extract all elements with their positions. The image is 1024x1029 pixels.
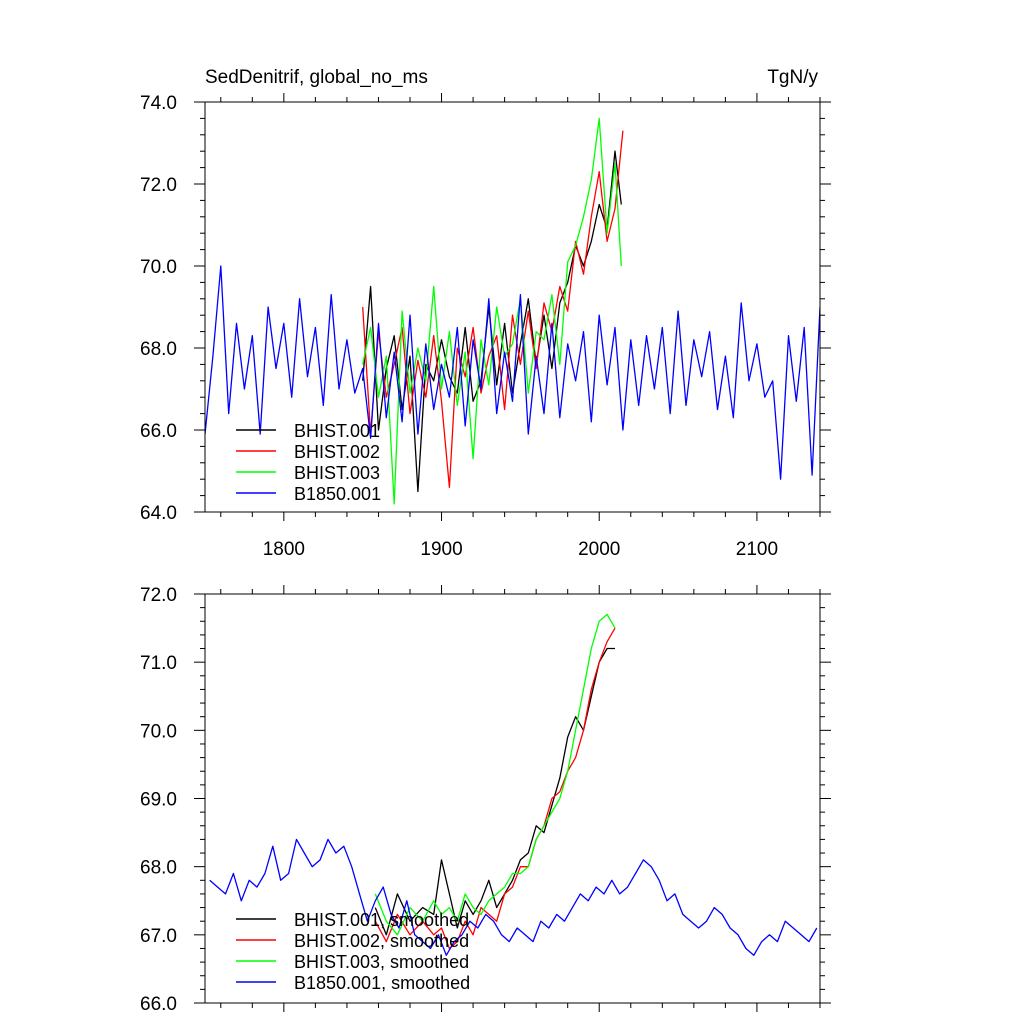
series-line-2 — [374, 627, 616, 950]
x-tick-label: 2100 — [736, 539, 778, 560]
series-group — [205, 117, 820, 505]
series-line-1 — [374, 647, 615, 936]
legend-label: B1850.001, smoothed — [294, 973, 470, 993]
units-label: TgN/y — [767, 67, 818, 88]
panel-2: 66.0 67.0 68.0 69.0 70.0 71.0 72.0 BHIST.001, s… — [140, 585, 831, 1015]
y-tick-label: 67.0 — [140, 926, 177, 947]
y-tick-label: 68.0 — [140, 858, 177, 879]
y-tick-label: 66.0 — [140, 994, 177, 1015]
legend-label: B1850.001 — [294, 484, 381, 504]
legend-label: BHIST.002 — [294, 442, 380, 462]
y-tick-label: 66.0 — [140, 421, 177, 442]
y-tick-label: 68.0 — [140, 339, 177, 360]
legend-label: BHIST.003 — [294, 463, 380, 483]
legend-label: BHIST.002, smoothed — [294, 931, 469, 951]
panel-1: 1800 1900 2000 2100 64.0 66.0 68.0 70.0 72.0 74.0… — [140, 67, 831, 560]
series-group — [209, 613, 818, 956]
y-tick-label: 64.0 — [140, 503, 177, 524]
y-tick-label: 74.0 — [140, 93, 177, 114]
y-tick-label: 72.0 — [140, 175, 177, 196]
x-tick-label: 1900 — [420, 539, 462, 560]
series-line-3 — [374, 613, 616, 936]
series-line-2 — [362, 130, 624, 489]
legend-label: BHIST.003, smoothed — [294, 952, 469, 972]
legend-label: BHIST.001 — [294, 421, 380, 441]
plot-frame — [204, 101, 821, 513]
legend-label: BHIST.001, smoothed — [294, 910, 469, 930]
y-tick-label: 71.0 — [140, 653, 177, 674]
x-tick-label: 1800 — [263, 539, 305, 560]
series-line-3 — [362, 117, 622, 505]
y-tick-label: 70.0 — [140, 721, 177, 742]
y-tick-label: 70.0 — [140, 257, 177, 278]
y-tick-label: 69.0 — [140, 790, 177, 811]
x-tick-label: 2000 — [578, 539, 620, 560]
y-tick-label: 72.0 — [140, 585, 177, 606]
chart-title: SedDenitrif, global_no_ms — [205, 67, 428, 88]
series-line-4 — [205, 265, 820, 480]
series-line-4 — [209, 838, 818, 956]
